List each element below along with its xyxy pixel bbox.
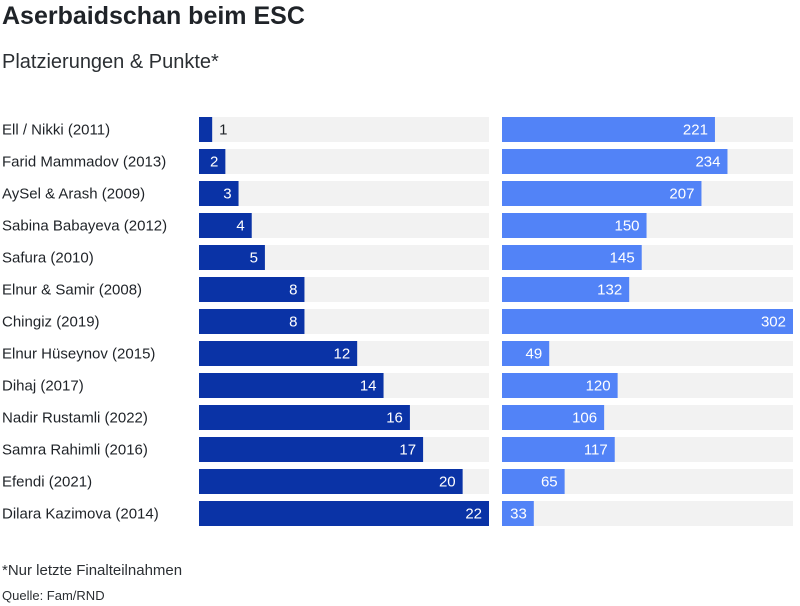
points-bar xyxy=(502,469,565,494)
points-value-label: 49 xyxy=(526,346,543,363)
points-bar xyxy=(502,309,793,334)
placement-track xyxy=(199,181,489,206)
points-value-label: 302 xyxy=(761,314,786,331)
points-bar xyxy=(502,341,550,366)
placement-value-label: 8 xyxy=(289,282,297,299)
category-label: Chingiz (2019) xyxy=(2,314,100,331)
category-label: Safura (2010) xyxy=(2,250,94,267)
points-value-label: 221 xyxy=(683,122,708,139)
placement-bar xyxy=(199,245,265,270)
placement-bar xyxy=(199,469,463,494)
placement-bar xyxy=(199,309,305,334)
placement-bar xyxy=(199,213,252,238)
placement-track xyxy=(199,149,489,174)
category-label: Dihaj (2017) xyxy=(2,378,84,395)
placement-value-label: 17 xyxy=(399,442,416,459)
points-value-label: 132 xyxy=(597,282,622,299)
placement-bar xyxy=(199,373,384,398)
placement-value-label: 12 xyxy=(333,346,350,363)
category-label: Elnur Hüseynov (2015) xyxy=(2,346,155,363)
points-bar xyxy=(502,501,534,526)
points-bar xyxy=(502,149,728,174)
placement-value-label: 8 xyxy=(289,314,297,331)
points-value-label: 33 xyxy=(510,506,527,523)
placement-bar xyxy=(199,117,213,142)
points-track xyxy=(502,341,793,366)
placement-value-label: 22 xyxy=(465,506,482,523)
points-bar xyxy=(502,437,615,462)
placement-value-label: 3 xyxy=(223,186,231,203)
placement-bar xyxy=(199,277,305,302)
points-value-label: 150 xyxy=(615,218,640,235)
points-value-label: 207 xyxy=(669,186,694,203)
placement-value-label: 2 xyxy=(210,154,218,171)
points-value-label: 120 xyxy=(586,378,611,395)
points-bar xyxy=(502,213,647,238)
points-value-label: 106 xyxy=(572,410,597,427)
footnote: *Nur letzte Finalteilnahmen xyxy=(2,562,183,579)
points-track xyxy=(502,501,793,526)
chart-subtitle: Platzierungen & Punkte* xyxy=(2,51,219,73)
source-note: Quelle: Fam/RND xyxy=(2,588,105,603)
placement-value-label: 20 xyxy=(439,474,456,491)
category-label: Dilara Kazimova (2014) xyxy=(2,506,159,523)
points-value-label: 117 xyxy=(584,442,608,459)
category-label: Farid Mammadov (2013) xyxy=(2,154,166,171)
placement-value-label: 1 xyxy=(219,122,227,139)
placement-bar xyxy=(199,149,226,174)
placement-bar xyxy=(199,405,410,430)
category-label: Sabina Babayeva (2012) xyxy=(2,218,167,235)
points-value-label: 65 xyxy=(541,474,558,491)
points-bar xyxy=(502,373,618,398)
placement-bar xyxy=(199,501,489,526)
placement-bar xyxy=(199,341,358,366)
points-value-label: 145 xyxy=(610,250,635,267)
placement-value-label: 4 xyxy=(236,218,244,235)
category-label: Efendi (2021) xyxy=(2,474,92,491)
placement-value-label: 14 xyxy=(360,378,377,395)
category-label: AySel & Arash (2009) xyxy=(2,186,145,203)
category-label: Nadir Rustamli (2022) xyxy=(2,410,148,427)
placement-bar xyxy=(199,437,424,462)
points-bar xyxy=(502,117,715,142)
placement-bar xyxy=(199,181,239,206)
chart-title: Aserbaidschan beim ESC xyxy=(2,2,305,30)
category-label: Elnur & Samir (2008) xyxy=(2,282,142,299)
points-bar xyxy=(502,245,642,270)
placement-value-label: 16 xyxy=(386,410,403,427)
points-bar xyxy=(502,277,630,302)
points-bar xyxy=(502,181,702,206)
category-label: Samra Rahimli (2016) xyxy=(2,442,148,459)
points-bar xyxy=(502,405,605,430)
placement-track xyxy=(199,117,489,142)
category-label: Ell / Nikki (2011) xyxy=(2,122,110,139)
points-value-label: 234 xyxy=(695,154,720,171)
placement-value-label: 5 xyxy=(250,250,258,267)
